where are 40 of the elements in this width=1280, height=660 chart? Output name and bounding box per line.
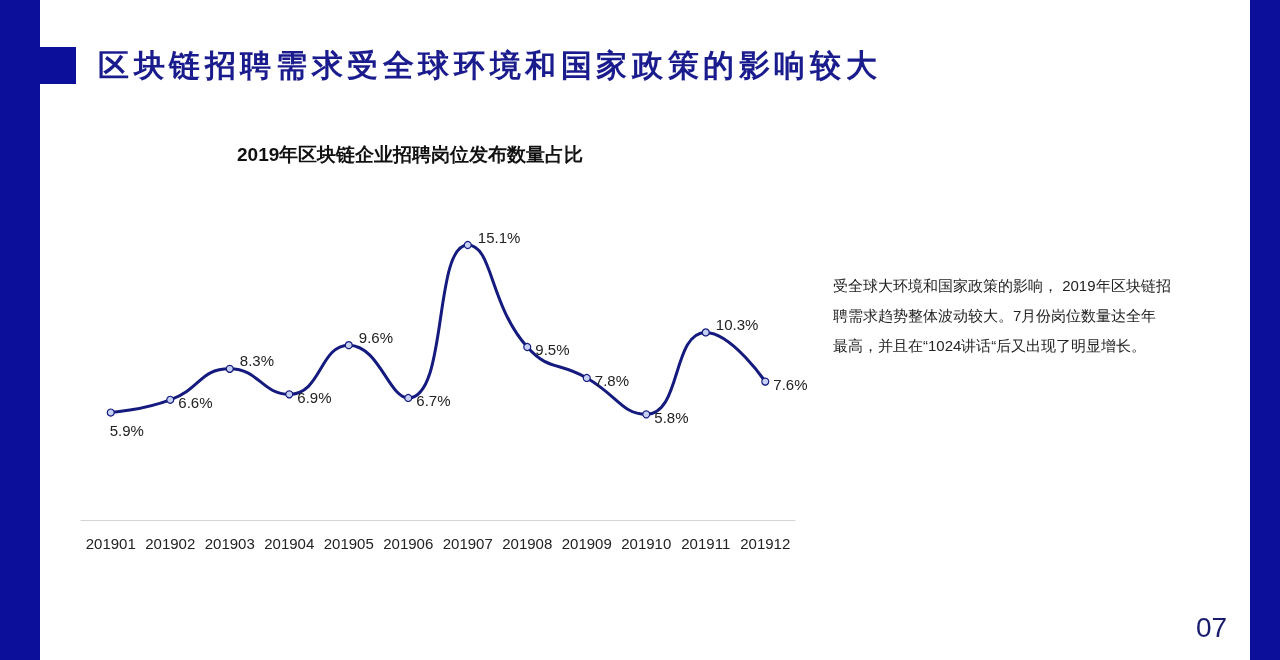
chart-title: 区块链招聘需求受全球环境和国家政策的影响较大 [98,47,882,85]
point [344,341,353,350]
data-label: 6.7% [416,392,451,410]
point [225,364,234,373]
text: 07 [1196,611,1228,645]
point [404,393,413,403]
x-tick-label: 201907 [442,535,493,552]
x-tick-label: 201911 [681,535,731,552]
data-label: 7.6% [773,376,808,394]
x-tick-label: 201908 [502,535,553,552]
text: 受全球大环境和国家政策的影响， 2019年区块链招聘需求趋势整体波动较大。7月份岗位数量达全年最高，并且在“1024讲话“后又出现了明显增长。 [833,276,1171,356]
point [582,373,591,383]
x-tick-label: 201912 [740,535,791,552]
point [106,408,115,417]
point [463,240,472,250]
point [761,377,770,386]
x-tick-label: 201909 [561,535,612,552]
chart-subtitle: 2019年区块链企业招聘岗位发布数量占比 [237,144,584,165]
data-label: 15.1% [477,228,521,246]
x-tick-label: 201910 [621,535,672,552]
x-tick-label: 201901 [85,535,136,552]
x-tick-label: 201903 [204,535,255,552]
data-label: 6.9% [297,388,332,406]
data-label: 5.9% [109,421,144,439]
point [523,342,532,352]
point [701,328,710,337]
point [285,390,294,399]
point [166,395,175,404]
data-label: 8.3% [239,352,275,370]
data-label: 7.8% [594,372,630,390]
x-tick-label: 201904 [264,535,315,552]
x-tick-label: 201906 [383,535,434,552]
data-label: 5.8% [654,408,689,426]
data-label: 10.3% [715,315,759,333]
data-label: 9.5% [535,341,570,359]
point [642,410,651,419]
x-tick-label: 201902 [145,535,196,552]
data-label: 9.6% [358,328,394,346]
x-tick-label: 201905 [323,535,374,552]
data-label: 6.6% [178,394,213,412]
